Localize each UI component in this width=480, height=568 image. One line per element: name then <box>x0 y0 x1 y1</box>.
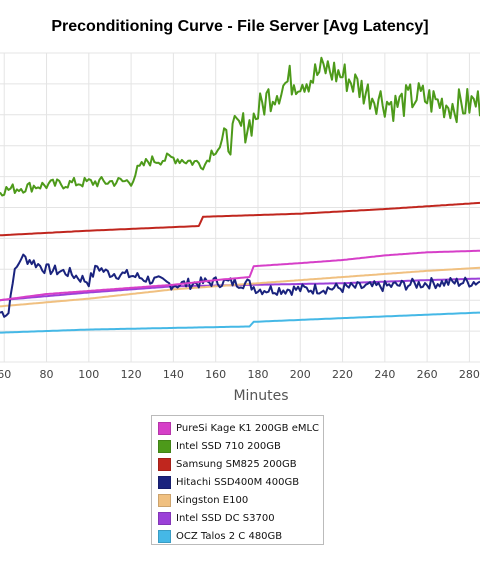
legend-item: Kingston E100 <box>158 491 323 509</box>
x-tick-label: 100 <box>78 368 99 381</box>
x-tick-label: 180 <box>247 368 268 381</box>
series-line <box>0 253 480 318</box>
legend-item: Hitachi SSD400M 400GB <box>158 473 323 491</box>
series-line <box>0 201 480 237</box>
x-axis-title: Minutes <box>233 388 288 404</box>
x-tick-label: 80 <box>40 368 54 381</box>
x-tick-label: 140 <box>163 368 184 381</box>
legend-label: Intel SSD 710 200GB <box>176 440 281 452</box>
chart-title: Preconditioning Curve - File Server [Avg… <box>51 18 429 35</box>
legend-item: PureSi Kage K1 200GB eMLC <box>158 419 323 437</box>
x-tick-label: 240 <box>374 368 395 381</box>
legend-swatch <box>158 529 171 543</box>
series-line <box>0 311 480 334</box>
x-tick-label: 200 <box>290 368 311 381</box>
x-tick-label: 120 <box>121 368 142 381</box>
legend-label: Hitachi SSD400M 400GB <box>176 476 300 488</box>
legend-item: Intel SSD DC S3700 <box>158 509 323 527</box>
legend-label: Intel SSD DC S3700 <box>176 512 275 524</box>
series-lines <box>0 56 480 334</box>
series-line <box>0 249 480 302</box>
legend-swatch <box>158 439 171 453</box>
series-line <box>0 266 480 308</box>
x-axis-ticks: 60 80 100 120 140 160 180 200 220 240 260 280 <box>0 368 480 381</box>
series-line <box>0 56 480 197</box>
x-tick-label: 160 <box>205 368 226 381</box>
legend-item: Intel SSD 710 200GB <box>158 437 323 455</box>
x-tick-label: 280 <box>459 368 480 381</box>
grid-lines <box>0 52 480 363</box>
chart-plot: 60 80 100 120 140 160 180 200 220 240 260 280 Minut… <box>0 52 480 404</box>
x-tick-label: 60 <box>0 368 11 381</box>
x-tick-label: 260 <box>417 368 438 381</box>
legend-swatch <box>158 457 171 471</box>
legend-swatch <box>158 493 171 507</box>
legend-swatch <box>158 475 171 489</box>
legend-swatch <box>158 421 171 435</box>
x-tick-label: 220 <box>332 368 353 381</box>
legend-label: PureSi Kage K1 200GB eMLC <box>176 422 320 434</box>
legend-item: OCZ Talos 2 C 480GB <box>158 527 323 545</box>
legend: PureSi Kage K1 200GB eMLC Intel SSD 710 2… <box>151 415 324 545</box>
legend-label: OCZ Talos 2 C 480GB <box>176 530 283 542</box>
legend-item: Samsung SM825 200GB <box>158 455 323 473</box>
legend-label: Samsung SM825 200GB <box>176 458 297 470</box>
legend-label: Kingston E100 <box>176 494 249 506</box>
legend-swatch <box>158 511 171 525</box>
